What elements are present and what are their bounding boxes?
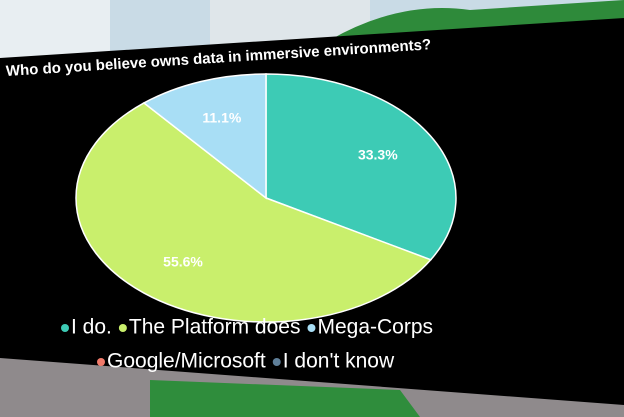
- slice-label: 55.6%: [163, 253, 203, 269]
- legend-marker: [97, 358, 105, 366]
- pie-slice: [142, 73, 267, 200]
- slice-label: 33.3%: [358, 146, 398, 162]
- legend-label: I do.: [71, 316, 112, 339]
- pie: 33.3% 55.6% 11.1%: [75, 73, 457, 323]
- pie-slice: [75, 102, 433, 323]
- legend-label: Mega-Corps: [317, 316, 433, 339]
- legend-label: Google/Microsoft: [107, 350, 266, 373]
- legend-marker: [272, 358, 281, 366]
- legend-marker: [307, 324, 316, 332]
- grass: [150, 380, 420, 417]
- legend-label: The Platform does: [129, 316, 301, 339]
- legend: I do. The Platform does Mega-Corps Google/M…: [61, 316, 433, 373]
- legend-marker: [118, 324, 127, 332]
- legend-marker: [61, 324, 69, 332]
- slice-label: 11.1%: [202, 109, 241, 125]
- legend-label: I don't know: [283, 350, 395, 373]
- pie-slice: [265, 73, 457, 261]
